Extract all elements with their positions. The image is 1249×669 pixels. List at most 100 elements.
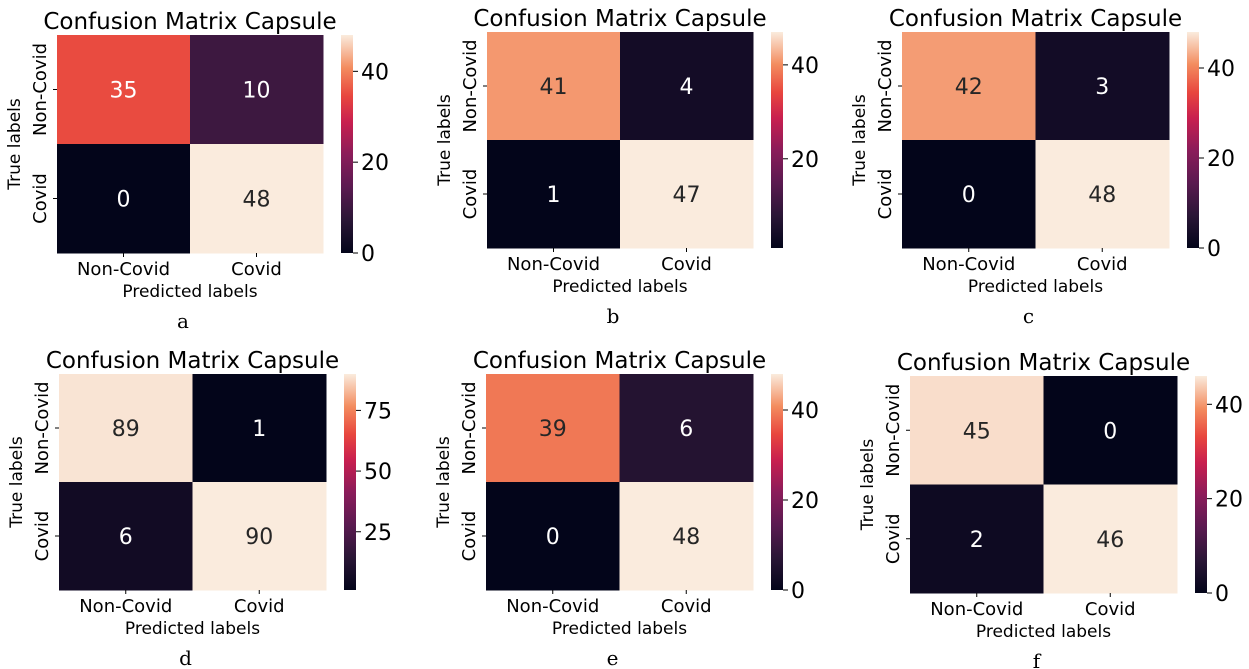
cell-value-label: 89 [112,417,140,442]
colorbar [341,35,353,253]
colorbar-tick-label: 20 [361,151,389,176]
cell-value-label: 45 [963,419,991,444]
x-tick-label: Non-Covid [506,596,599,617]
colorbar-tick-label: 40 [791,399,819,424]
x-tick-label: Non-Covid [507,254,600,275]
colorbar-tick-label: 50 [364,460,392,485]
colorbar-tick-label: 40 [1207,57,1235,82]
cell-value-label: 0 [962,183,976,208]
heatmap-cell [192,374,327,483]
y-tick-label: Non-Covid [459,381,480,474]
heatmap-cell [902,140,1036,249]
x-axis-label: Predicted labels [976,622,1111,642]
y-tick-label: Covid [460,169,481,220]
heatmap-cell [1043,376,1178,485]
heatmap-cell [910,376,1044,485]
cell-value-label: 10 [243,79,271,104]
panel-letter-label: e [607,646,619,669]
colorbar [1195,376,1207,593]
x-tick-label: Covid [231,259,282,280]
heatmap-cell [1035,32,1170,141]
cell-value-label: 6 [119,525,133,550]
cell-value-label: 42 [955,75,983,100]
colorbar-tick-label: 0 [1215,582,1229,607]
cell-value-label: 6 [679,417,693,442]
cell-value-label: 3 [1095,75,1109,100]
colorbar-tick-label: 25 [364,521,392,546]
chart-title: Confusion Matrix Capsule [889,6,1182,32]
chart-title: Confusion Matrix Capsule [897,350,1190,376]
cell-value-label: 1 [252,417,266,442]
chart-title: Confusion Matrix Capsule [473,348,766,374]
colorbar [1187,32,1199,248]
heatmap-cell [486,482,620,591]
heatmap-cell [59,482,193,591]
cell-value-label: 46 [1096,528,1124,553]
colorbar-tick-label: 20 [791,148,819,173]
colorbar-tick-label: 20 [1207,147,1235,172]
cell-value-label: 0 [117,188,131,213]
cell-value-label: 0 [1103,419,1117,444]
cell-value-label: 1 [547,183,561,208]
cell-value-label: 35 [110,79,138,104]
y-axis-label: True labels [858,439,878,532]
y-axis-label: True labels [434,436,454,529]
cell-value-label: 41 [540,75,568,100]
colorbar-tick-label: 0 [1207,237,1221,262]
x-axis-label: Predicted labels [552,619,687,639]
colorbar [771,32,783,248]
cell-value-label: 48 [1088,183,1116,208]
x-axis-label: Predicted labels [122,282,257,302]
y-tick-label: Covid [32,511,53,562]
y-tick-label: Covid [30,173,51,224]
confusion-matrix-panel-c: Confusion Matrix Capsule 42 3 0 48 Non-Covid C… [850,6,1235,328]
confusion-matrix-panel-d: Confusion Matrix Capsule 89 1 6 90 Non-Covid C… [7,348,392,669]
colorbar-tick-label: 0 [361,242,375,267]
y-tick-label: Non-Covid [30,43,51,136]
heatmap-cell [1043,484,1178,594]
y-tick-label: Non-Covid [883,384,904,477]
y-axis-label: True labels [7,436,27,529]
x-axis-label: Predicted labels [968,277,1103,297]
heatmap-cell [620,32,754,141]
chart-title: Confusion Matrix Capsule [46,348,339,374]
cell-value-label: 48 [243,188,271,213]
cell-value-label: 39 [539,417,567,442]
colorbar [771,374,783,590]
y-axis-label: True labels [435,94,455,187]
cell-value-label: 90 [245,525,273,550]
chart-title: Confusion Matrix Capsule [43,9,336,35]
heatmap-cell [619,374,754,483]
y-tick-label: Non-Covid [32,381,53,474]
x-tick-label: Non-Covid [930,599,1023,620]
colorbar-tick-label: 20 [791,489,819,514]
colorbar-tick-label: 40 [1215,393,1243,418]
x-axis-label: Predicted labels [125,619,260,639]
colorbar-tick-label: 0 [791,579,805,604]
y-tick-label: Covid [883,513,904,564]
heatmap-cell [486,374,620,483]
confusion-matrix-panel-e: Confusion Matrix Capsule 39 6 0 48 Non-Covid C… [434,348,819,669]
panel-letter-label: a [177,309,189,333]
heatmap-cell [1035,140,1170,249]
panel-letter-label: b [607,304,620,328]
x-axis-label: Predicted labels [552,277,687,297]
x-tick-label: Covid [1077,254,1128,275]
heatmap-cell [57,35,191,145]
colorbar-tick-label: 40 [791,54,819,79]
heatmap-cell [487,32,621,141]
y-tick-label: Covid [459,511,480,562]
y-axis-label: True labels [850,94,870,187]
x-tick-label: Covid [1085,599,1136,620]
heatmap-cell [902,32,1036,141]
cell-value-label: 2 [970,528,984,553]
heatmap-cell [192,482,327,591]
x-tick-label: Covid [661,596,712,617]
y-axis-label: True labels [5,98,25,191]
heatmap-cell [57,144,191,254]
panel-letter-label: f [1033,649,1042,669]
heatmap-cell [59,374,193,483]
x-tick-label: Covid [661,254,712,275]
cell-value-label: 48 [672,525,700,550]
